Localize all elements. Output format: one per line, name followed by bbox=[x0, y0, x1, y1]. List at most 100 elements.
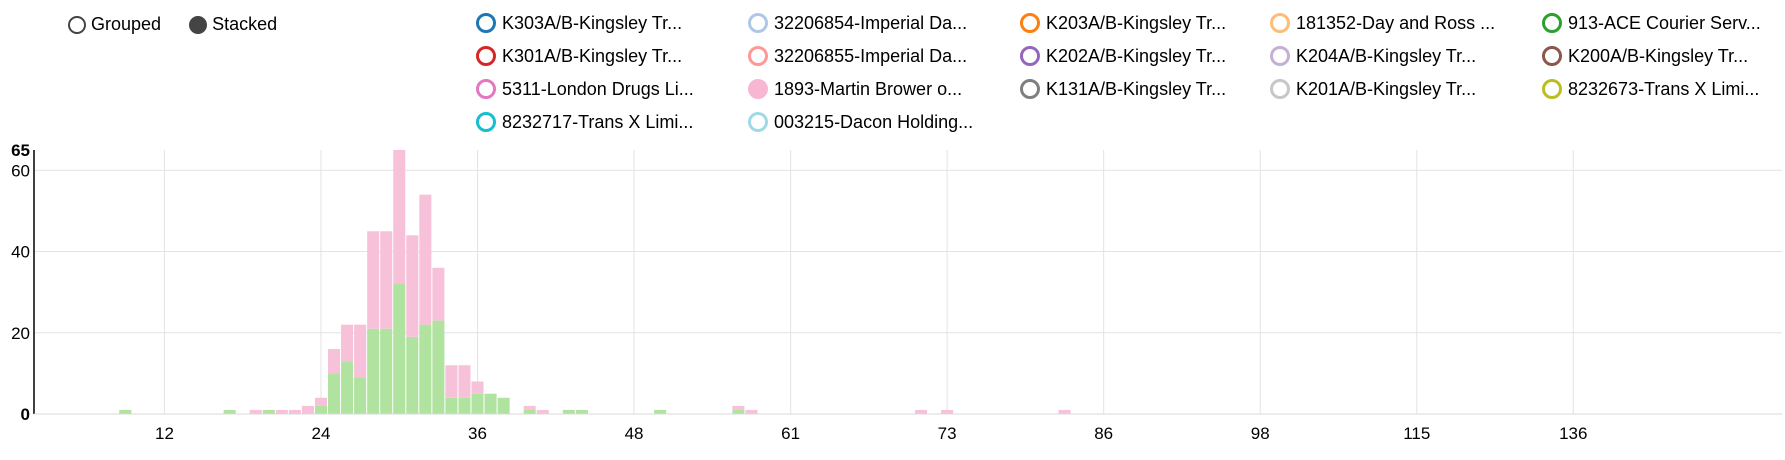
bar-segment bbox=[314, 405, 328, 414]
bar-segment bbox=[419, 324, 432, 414]
y-tick-label: 0 bbox=[21, 405, 30, 424]
x-tick-label: 12 bbox=[155, 424, 174, 443]
legend-label: K204A/B-Kingsley Tr... bbox=[1296, 45, 1477, 66]
legend-item[interactable]: 32206855-Imperial Da... bbox=[748, 45, 1020, 67]
x-tick-label: 136 bbox=[1559, 424, 1587, 443]
bar-segment bbox=[915, 409, 928, 414]
grouped-radio-icon[interactable] bbox=[68, 15, 86, 34]
bar-segment bbox=[328, 373, 341, 414]
bar-segment bbox=[732, 405, 745, 410]
legend-marker-icon bbox=[476, 46, 496, 66]
legend-item[interactable]: 32206854-Imperial Da... bbox=[748, 12, 1020, 34]
bar-segment bbox=[654, 409, 667, 414]
x-tick-label: 24 bbox=[312, 424, 331, 443]
bar-segment bbox=[445, 397, 458, 414]
chart-legend: K303A/B-Kingsley Tr... 32206854-Imperial … bbox=[476, 12, 1776, 133]
grouped-label: Grouped bbox=[91, 14, 162, 34]
bar-segment bbox=[458, 365, 471, 398]
legend-item[interactable]: 181352-Day and Ross ... bbox=[1270, 12, 1542, 34]
bar-segment bbox=[471, 381, 484, 394]
bar-segment bbox=[314, 397, 328, 406]
legend-marker-icon bbox=[1270, 13, 1290, 33]
bar-segment bbox=[406, 235, 419, 337]
legend-label: 32206855-Imperial Da... bbox=[774, 45, 968, 66]
legend-marker-icon bbox=[476, 79, 496, 99]
bar-segment bbox=[406, 336, 419, 414]
y-tick-label: 20 bbox=[11, 324, 30, 343]
legend-item[interactable]: 8232717-Trans X Limi... bbox=[476, 111, 748, 133]
legend-label: 8232717-Trans X Limi... bbox=[502, 111, 694, 132]
legend-label: K202A/B-Kingsley Tr... bbox=[1046, 45, 1227, 66]
bar-segment bbox=[432, 320, 445, 414]
bar-segment bbox=[341, 361, 354, 414]
legend-label: 003215-Dacon Holding... bbox=[774, 111, 974, 132]
stacked-radio-icon[interactable] bbox=[189, 15, 208, 34]
bar-segment bbox=[445, 365, 458, 398]
bar-segment bbox=[575, 409, 588, 414]
legend-item[interactable]: K203A/B-Kingsley Tr... bbox=[1020, 12, 1270, 34]
bar-segment bbox=[562, 409, 575, 414]
legend-marker-icon bbox=[476, 112, 496, 132]
legend-marker-icon bbox=[1020, 13, 1040, 33]
legend-item[interactable]: 5311-London Drugs Li... bbox=[476, 78, 748, 100]
x-tick-label: 73 bbox=[938, 424, 957, 443]
bar-segment bbox=[301, 405, 314, 414]
legend-item[interactable]: 913-ACE Courier Serv... bbox=[1542, 12, 1782, 34]
legend-marker-icon bbox=[1542, 46, 1562, 66]
bar-segment bbox=[223, 409, 236, 414]
legend-item[interactable]: K303A/B-Kingsley Tr... bbox=[476, 12, 748, 34]
bar-segment bbox=[432, 267, 445, 321]
legend-label: K201A/B-Kingsley Tr... bbox=[1296, 78, 1477, 99]
bar-segment bbox=[458, 397, 471, 414]
legend-item[interactable]: K204A/B-Kingsley Tr... bbox=[1270, 45, 1542, 67]
bar-segment bbox=[354, 324, 367, 378]
y-tick-label: 40 bbox=[11, 243, 30, 262]
legend-marker-icon bbox=[1270, 79, 1290, 99]
legend-item[interactable]: 003215-Dacon Holding... bbox=[748, 111, 1020, 133]
legend-marker-icon bbox=[748, 46, 768, 66]
bar-segment bbox=[367, 231, 380, 329]
legend-label: K200A/B-Kingsley Tr... bbox=[1568, 45, 1749, 66]
bar-segment bbox=[523, 405, 536, 410]
legend-marker-icon bbox=[1020, 79, 1040, 99]
grouped-option[interactable]: Grouped bbox=[68, 14, 161, 35]
legend-label: 181352-Day and Ross ... bbox=[1296, 12, 1496, 33]
legend-label: 913-ACE Courier Serv... bbox=[1568, 12, 1761, 33]
legend-marker-icon bbox=[1270, 46, 1290, 66]
x-tick-label: 61 bbox=[781, 424, 800, 443]
legend-item[interactable]: K200A/B-Kingsley Tr... bbox=[1542, 45, 1782, 67]
legend-label: 1893-Martin Brower o... bbox=[774, 78, 963, 99]
bar-segment bbox=[328, 349, 341, 374]
legend-item[interactable]: K131A/B-Kingsley Tr... bbox=[1020, 78, 1270, 100]
legend-item[interactable]: 8232673-Trans X Limi... bbox=[1542, 78, 1782, 100]
bar-segment bbox=[419, 194, 432, 325]
x-tick-label: 36 bbox=[468, 424, 487, 443]
bar-segment bbox=[536, 409, 549, 414]
bar-segment bbox=[380, 231, 393, 329]
bar-segment bbox=[288, 409, 301, 414]
legend-item[interactable]: K201A/B-Kingsley Tr... bbox=[1270, 78, 1542, 100]
legend-item[interactable]: 1893-Martin Brower o... bbox=[748, 78, 1020, 100]
bar-segment bbox=[745, 409, 758, 414]
x-tick-label: 98 bbox=[1251, 424, 1270, 443]
bar-segment bbox=[380, 328, 393, 414]
legend-marker-icon bbox=[1542, 79, 1562, 99]
bar-segment bbox=[262, 409, 275, 414]
bar-segment bbox=[471, 393, 484, 414]
x-tick-label: 48 bbox=[625, 424, 644, 443]
bar-segment bbox=[275, 409, 288, 414]
legend-item[interactable]: K202A/B-Kingsley Tr... bbox=[1020, 45, 1270, 67]
legend-marker-icon bbox=[748, 13, 768, 33]
chart-mode-toggle: Grouped Stacked bbox=[68, 14, 277, 35]
bar-segment bbox=[732, 409, 745, 414]
legend-item[interactable]: K301A/B-Kingsley Tr... bbox=[476, 45, 748, 67]
bar-segment bbox=[393, 284, 406, 414]
bar-segment bbox=[484, 393, 497, 414]
legend-label: 5311-London Drugs Li... bbox=[502, 78, 694, 99]
bar-segment bbox=[497, 397, 510, 414]
y-tick-label: 60 bbox=[11, 161, 30, 180]
stacked-option[interactable]: Stacked bbox=[189, 14, 277, 35]
x-tick-label: 86 bbox=[1094, 424, 1113, 443]
legend-marker-icon bbox=[476, 13, 496, 33]
bar-segment bbox=[119, 409, 132, 414]
